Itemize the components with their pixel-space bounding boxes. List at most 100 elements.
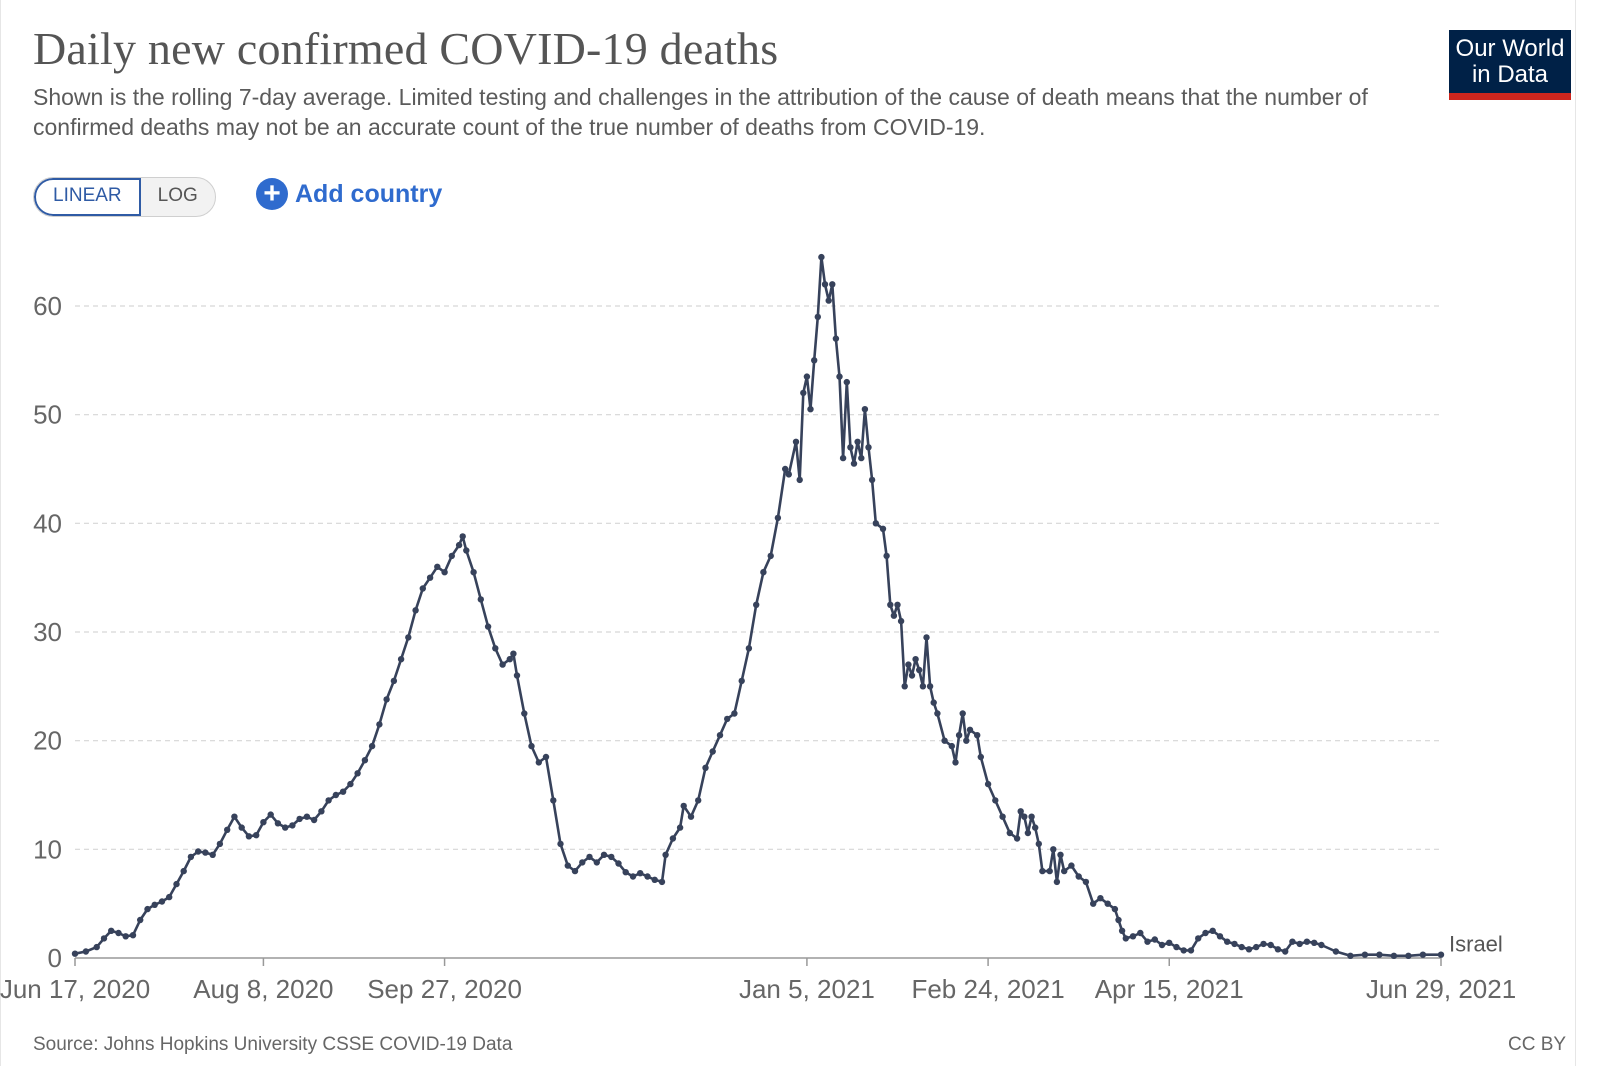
x-tick-label-3: Jan 5, 2021 bbox=[739, 974, 875, 1004]
data-point bbox=[622, 869, 629, 876]
data-point bbox=[1216, 933, 1224, 940]
data-point bbox=[550, 797, 557, 804]
data-point bbox=[332, 791, 340, 799]
source-note[interactable]: Source: Johns Hopkins University CSSE CO… bbox=[33, 1034, 513, 1055]
data-point bbox=[974, 732, 981, 739]
data-point bbox=[448, 552, 455, 560]
data-point bbox=[811, 357, 818, 364]
data-point bbox=[224, 826, 231, 833]
data-point bbox=[669, 835, 677, 842]
data-point bbox=[615, 860, 622, 867]
data-point bbox=[767, 552, 774, 560]
data-point bbox=[839, 454, 847, 462]
logo-line-1: Our World bbox=[1455, 35, 1565, 62]
data-point bbox=[506, 656, 513, 663]
data-point bbox=[897, 617, 905, 625]
data-point bbox=[129, 932, 137, 939]
data-point bbox=[608, 853, 615, 861]
data-point bbox=[245, 833, 253, 840]
data-point bbox=[1195, 935, 1202, 942]
data-point bbox=[459, 533, 466, 540]
data-point bbox=[216, 840, 224, 848]
data-point bbox=[916, 666, 923, 674]
license-link[interactable]: CC BY bbox=[1508, 1034, 1567, 1055]
data-point bbox=[977, 753, 984, 761]
y-tick-label-40: 40 bbox=[33, 508, 62, 538]
data-point bbox=[865, 444, 872, 451]
add-country-button[interactable]: + Add country bbox=[256, 178, 442, 210]
data-point bbox=[368, 742, 376, 750]
data-point bbox=[122, 933, 129, 940]
data-point bbox=[1090, 900, 1097, 907]
data-point bbox=[1253, 943, 1260, 951]
data-point bbox=[745, 645, 753, 652]
data-point bbox=[376, 721, 383, 728]
data-point bbox=[800, 389, 807, 397]
data-point bbox=[760, 569, 767, 576]
data-point bbox=[676, 824, 684, 831]
data-point bbox=[579, 859, 586, 866]
data-point bbox=[702, 764, 709, 771]
data-point bbox=[901, 683, 908, 690]
data-point bbox=[209, 851, 216, 858]
data-point bbox=[782, 465, 789, 473]
data-point bbox=[1245, 946, 1253, 953]
data-point bbox=[629, 873, 637, 880]
data-point bbox=[557, 840, 564, 848]
data-point bbox=[955, 732, 963, 739]
data-point bbox=[310, 816, 318, 824]
data-point bbox=[1118, 927, 1126, 934]
data-point bbox=[593, 859, 600, 866]
linear-scale-button[interactable]: LINEAR bbox=[34, 178, 141, 216]
data-point bbox=[1137, 929, 1144, 937]
data-point bbox=[426, 574, 434, 581]
data-point bbox=[829, 281, 836, 288]
data-point bbox=[187, 853, 195, 861]
owid-logo[interactable]: Our World in Data bbox=[1449, 30, 1571, 100]
data-point bbox=[738, 677, 745, 685]
data-point bbox=[1224, 938, 1231, 945]
data-point bbox=[821, 281, 829, 288]
data-point bbox=[952, 759, 959, 766]
data-point bbox=[1035, 840, 1043, 848]
data-point bbox=[644, 873, 651, 880]
data-point bbox=[564, 862, 571, 869]
data-point bbox=[908, 672, 916, 679]
data-point bbox=[137, 916, 144, 924]
data-point bbox=[71, 950, 79, 957]
data-point bbox=[434, 563, 441, 570]
data-point bbox=[274, 820, 282, 827]
data-point bbox=[100, 935, 108, 942]
data-point bbox=[930, 699, 937, 706]
data-point bbox=[868, 476, 876, 484]
data-point bbox=[992, 797, 999, 804]
data-point bbox=[1006, 829, 1013, 837]
data-point bbox=[948, 742, 955, 750]
data-point bbox=[1361, 951, 1369, 958]
data-point bbox=[542, 753, 550, 761]
data-point bbox=[397, 656, 405, 663]
chart-title: Daily new confirmed COVID-19 deaths bbox=[33, 23, 779, 74]
plus-circle-icon: + bbox=[256, 178, 288, 210]
data-point bbox=[93, 943, 100, 951]
y-tick-label-20: 20 bbox=[33, 726, 62, 756]
data-point bbox=[586, 853, 593, 861]
data-point bbox=[861, 406, 869, 413]
data-point bbox=[1180, 947, 1187, 954]
add-country-label: Add country bbox=[295, 179, 443, 208]
y-tick-label-0: 0 bbox=[48, 943, 62, 973]
data-point bbox=[1082, 878, 1090, 886]
data-point bbox=[484, 623, 492, 630]
data-point bbox=[984, 780, 992, 788]
data-point bbox=[1296, 940, 1303, 948]
data-point bbox=[847, 444, 854, 451]
data-point bbox=[695, 797, 702, 804]
log-scale-button[interactable]: LOG bbox=[157, 185, 198, 206]
y-tick-label-50: 50 bbox=[33, 400, 62, 430]
y-tick-label-30: 30 bbox=[33, 617, 62, 647]
x-tick-label-5: Apr 15, 2021 bbox=[1095, 974, 1244, 1004]
data-point bbox=[814, 313, 821, 321]
data-point bbox=[890, 612, 898, 619]
data-point bbox=[1289, 938, 1296, 945]
data-point bbox=[173, 880, 180, 888]
